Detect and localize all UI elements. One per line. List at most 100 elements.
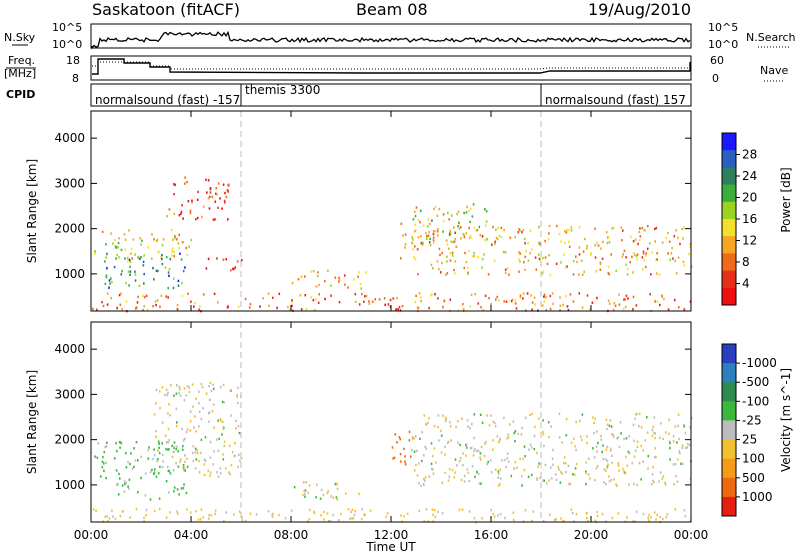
scatter-point <box>127 270 130 273</box>
scatter-point <box>167 286 169 290</box>
scatter-point <box>591 301 594 304</box>
scatter-point <box>638 424 640 428</box>
scatter-point <box>201 215 203 219</box>
scatter-point <box>411 437 414 441</box>
scatter-point <box>489 459 492 462</box>
scatter-point <box>656 300 659 303</box>
scatter-point <box>597 441 599 445</box>
scatter-point <box>432 232 435 236</box>
scatter-point <box>517 231 520 234</box>
scatter-point <box>186 457 188 461</box>
scatter-point <box>396 441 398 444</box>
scatter-point <box>323 510 325 514</box>
scatter-point <box>593 456 596 459</box>
scatter-point <box>444 453 446 456</box>
scatter-point <box>545 309 548 312</box>
scatter-point <box>202 205 205 208</box>
scatter-point <box>222 427 224 430</box>
scatter-point <box>222 453 224 456</box>
scatter-point <box>438 247 441 251</box>
scatter-point <box>105 256 107 259</box>
scatter-point <box>164 434 167 437</box>
scatter-point <box>189 410 192 413</box>
scatter-point <box>669 446 671 450</box>
scatter-point <box>128 487 130 490</box>
scatter-point <box>562 303 564 307</box>
scatter-point <box>538 225 540 229</box>
scatter-point <box>221 420 224 424</box>
scatter-point <box>451 214 453 217</box>
scatter-point <box>392 297 395 300</box>
scatter-point <box>480 445 483 449</box>
scatter-point <box>364 295 366 298</box>
colorbar-tick-label: -100 <box>742 394 769 408</box>
scatter-point <box>476 229 479 232</box>
scatter-point <box>209 471 212 474</box>
scatter-point <box>493 421 496 425</box>
scatter-point <box>474 475 476 479</box>
scatter-point <box>110 296 112 300</box>
scatter-point <box>197 190 199 194</box>
scatter-point <box>344 492 347 495</box>
scatter-point <box>397 308 399 311</box>
scatter-point <box>369 509 372 512</box>
power-ylabel: Slant Range [km] <box>25 159 39 263</box>
scatter-point <box>219 386 222 389</box>
scatter-point <box>183 468 185 471</box>
scatter-point <box>102 304 105 308</box>
scatter-point <box>227 190 229 193</box>
scatter-point <box>673 298 676 302</box>
scatter-point <box>92 307 94 311</box>
freq-label-line1: Freq. <box>8 54 35 67</box>
scatter-point <box>437 234 439 237</box>
scatter-point <box>444 471 446 475</box>
scatter-point <box>309 508 311 512</box>
scatter-point <box>613 478 615 481</box>
scatter-point <box>585 461 588 464</box>
scatter-point <box>465 211 468 214</box>
scatter-point <box>126 256 129 260</box>
scatter-point <box>442 414 444 417</box>
scatter-point <box>603 468 606 471</box>
scatter-point <box>458 460 461 463</box>
scatter-point <box>473 449 475 453</box>
scatter-point <box>151 457 154 461</box>
scatter-point <box>625 263 627 266</box>
scatter-point <box>138 284 141 288</box>
scatter-point <box>538 242 541 246</box>
scatter-point <box>423 414 426 417</box>
scatter-point <box>240 456 243 460</box>
scatter-point <box>638 239 641 242</box>
scatter-point <box>587 519 589 523</box>
scatter-point <box>267 510 270 513</box>
scatter-point <box>549 513 551 516</box>
velocity-scatter <box>92 322 693 524</box>
scatter-point <box>121 270 123 273</box>
scatter-point <box>497 484 500 487</box>
scatter-point <box>611 227 613 230</box>
scatter-point <box>649 242 651 245</box>
scatter-point <box>149 470 152 474</box>
scatter-point <box>423 483 425 486</box>
scatter-point <box>662 475 665 478</box>
scatter-point <box>158 390 161 393</box>
scatter-point <box>524 509 527 512</box>
scatter-point <box>503 416 505 419</box>
scatter-point <box>469 446 472 450</box>
scatter-point <box>334 482 337 486</box>
scatter-point <box>215 187 218 190</box>
scatter-point <box>211 410 214 413</box>
cpid-segment: normalsound (fast) 157 <box>545 93 686 107</box>
scatter-point <box>127 485 129 488</box>
scatter-point <box>688 443 691 447</box>
y-tick-label: 3000 <box>54 387 85 401</box>
scatter-point <box>646 247 649 250</box>
scatter-point <box>645 254 647 257</box>
scatter-point <box>593 431 595 435</box>
scatter-point <box>543 300 545 303</box>
scatter-point <box>496 435 499 438</box>
scatter-point <box>134 253 136 256</box>
scatter-point <box>433 508 436 512</box>
scatter-point <box>509 236 512 239</box>
scatter-point <box>347 286 349 289</box>
